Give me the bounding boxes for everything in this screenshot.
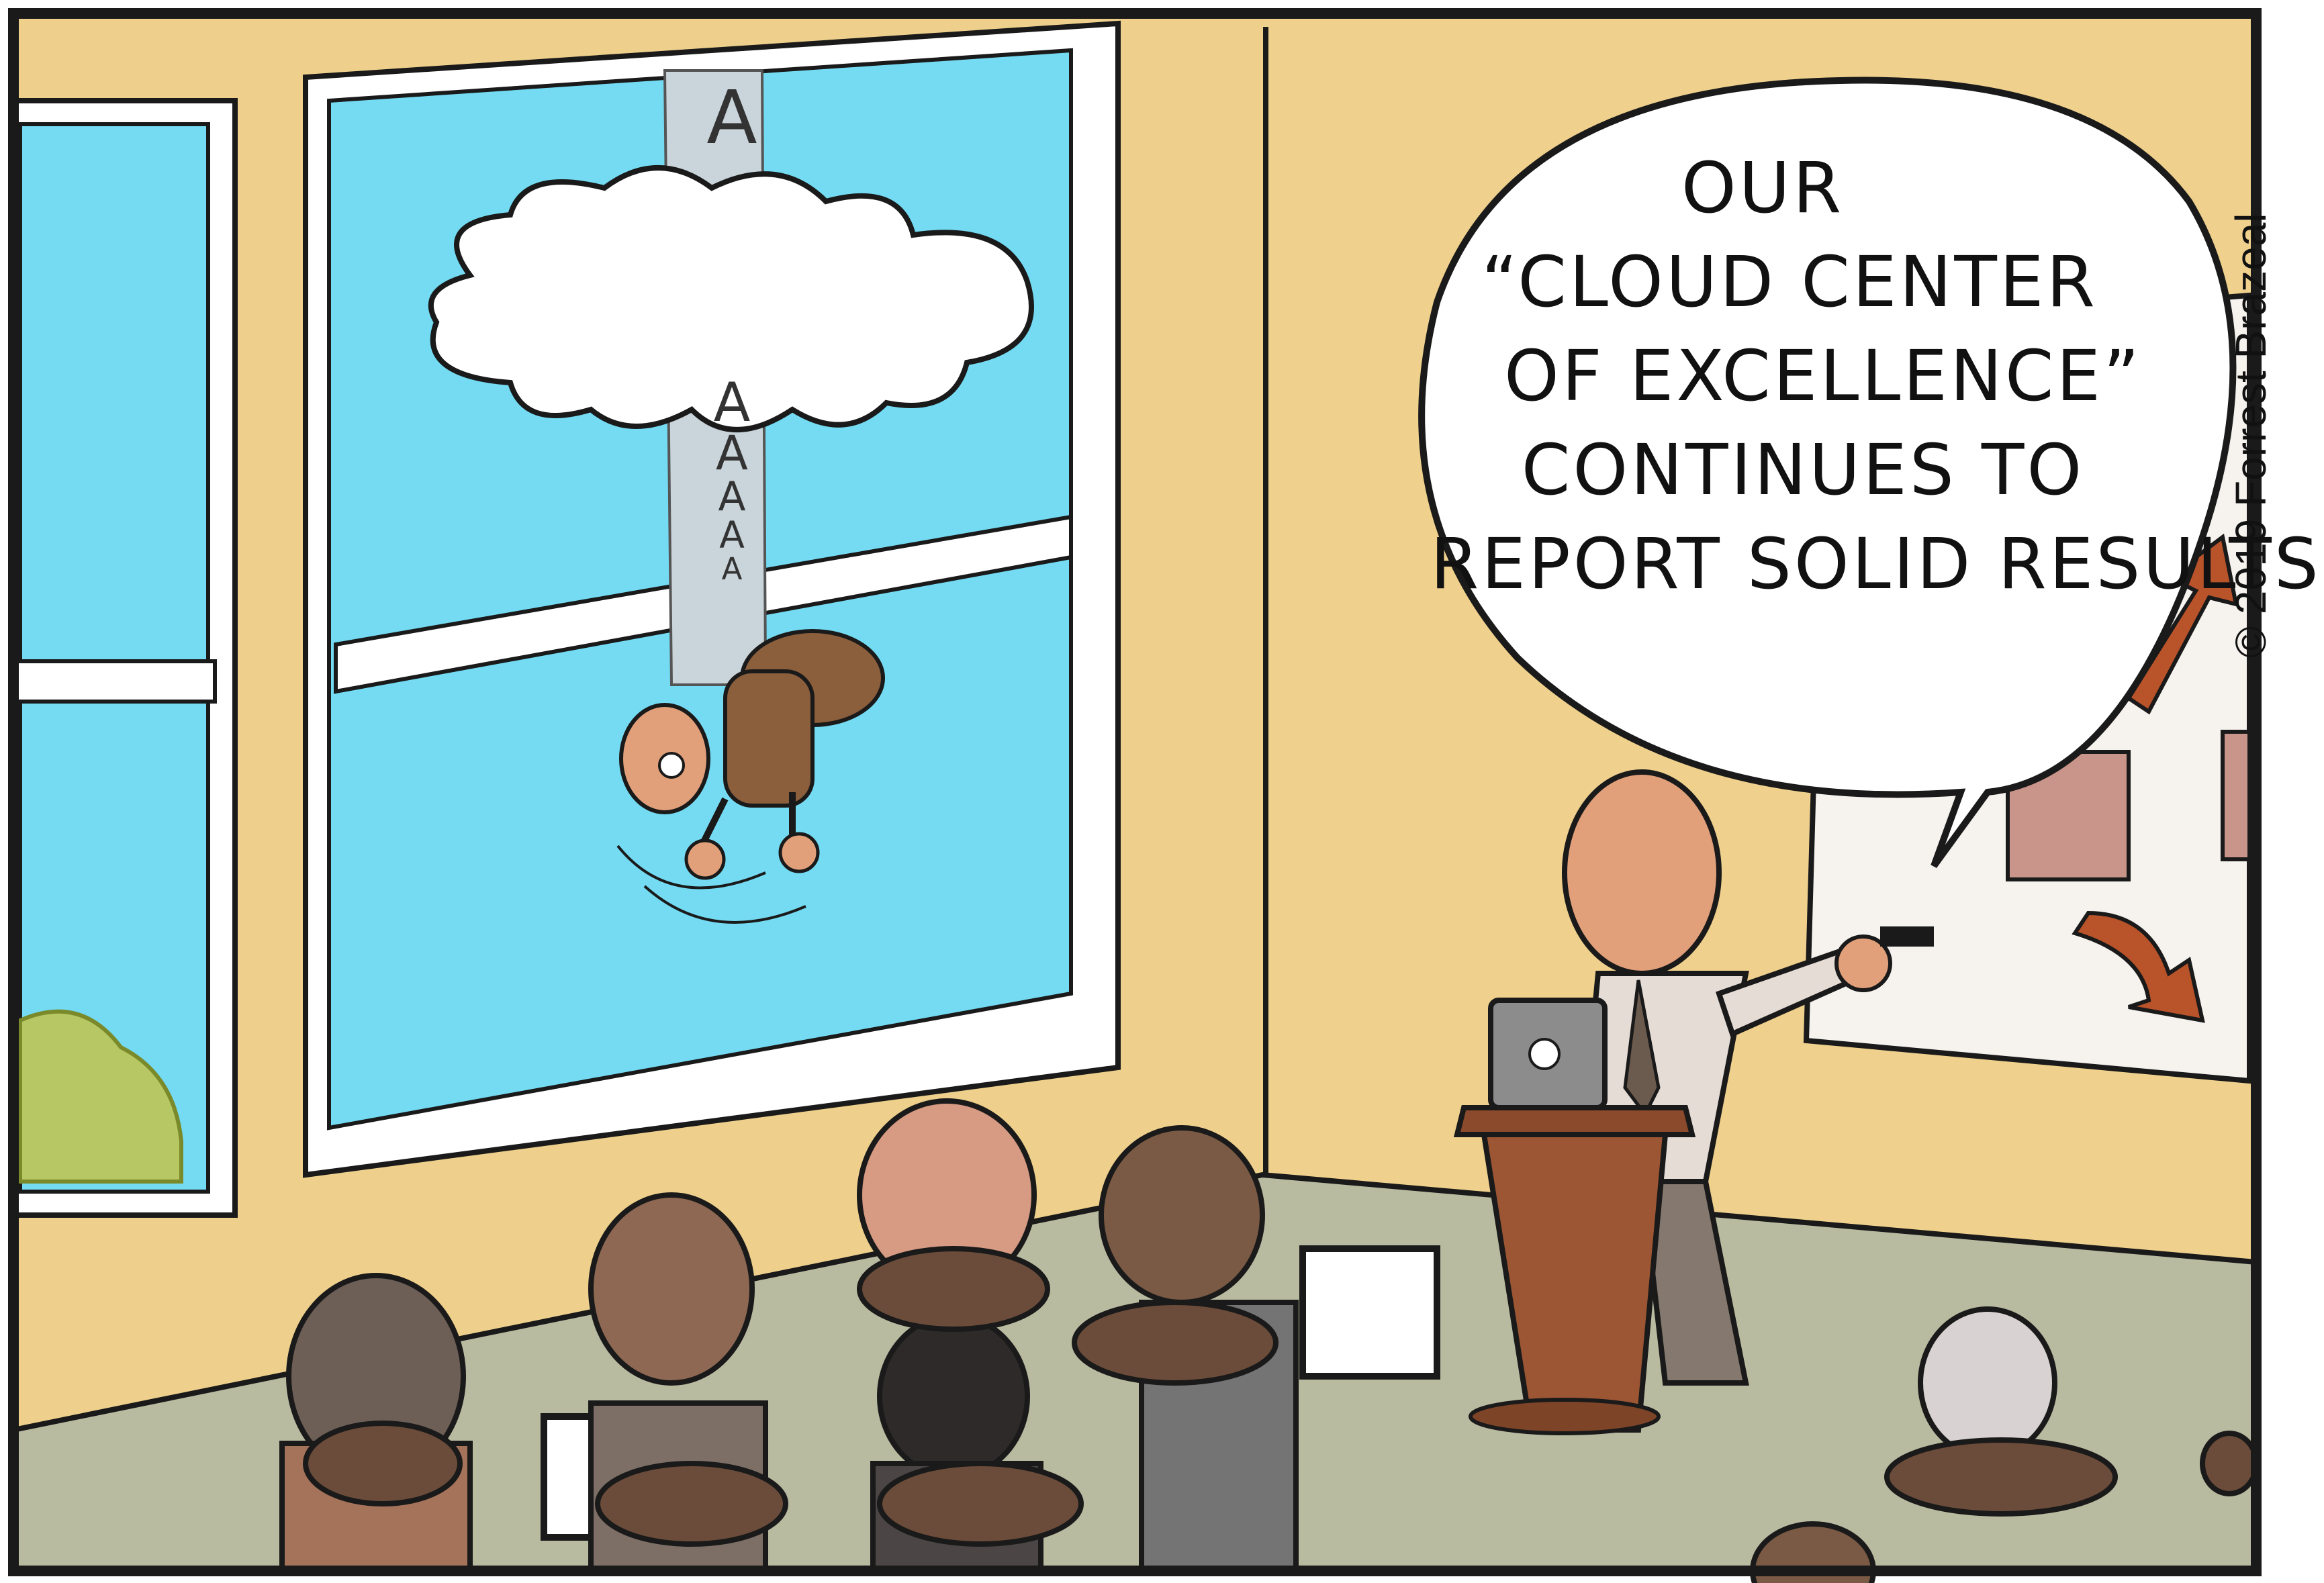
speech-bubble-text: OUR “CLOUD CENTER OF EXCELLENCE” CONTINU…	[1430, 141, 2321, 611]
desk-1	[303, 1421, 463, 1506]
presenter-head	[1562, 769, 1722, 976]
speech-line-3: OF EXCELLENCE”	[1503, 335, 2143, 417]
audience	[279, 1098, 2259, 1583]
chart-block-1	[2006, 750, 2131, 881]
tree-foliage	[18, 1009, 183, 1184]
presenter	[1541, 769, 1934, 1386]
desk-2	[595, 1461, 788, 1547]
scream-letter: A	[706, 75, 757, 160]
desk-3	[857, 1246, 1050, 1332]
podium	[1453, 998, 1696, 1435]
copyright-credit: © 2019 Forrest Brazeal	[2227, 213, 2275, 658]
falling-person	[616, 629, 885, 924]
cloud	[428, 165, 1034, 432]
scream-letter: A	[718, 473, 746, 520]
speech-line-5: REPORT SOLID RESULTS	[1430, 523, 2321, 605]
scream-letter: A	[716, 426, 748, 481]
falling-scream: A A A A A A	[671, 67, 792, 671]
panel-border	[8, 8, 2262, 1576]
desk-7	[2200, 1431, 2259, 1496]
scream-letter: A	[719, 514, 745, 557]
presenter-remote	[1880, 926, 1934, 947]
speech-bubble	[1418, 77, 2237, 868]
scream-letter: A	[713, 371, 751, 434]
arrow-down	[2072, 910, 2205, 1023]
audience-member-5	[1918, 1306, 2057, 1459]
chart-block-2	[2221, 730, 2251, 861]
speech-line-2: “CLOUD CENTER	[1481, 241, 2098, 323]
desk-4	[877, 1461, 1084, 1547]
speech-line-4: CONTINUES TO	[1521, 429, 2085, 511]
scream-letter: A	[721, 551, 743, 587]
main-window	[303, 20, 1121, 1178]
speech-line-1: OUR	[1681, 147, 1845, 229]
left-window	[11, 98, 238, 1218]
desk-6	[1884, 1437, 2118, 1517]
desk-5	[1072, 1300, 1279, 1386]
audience-laptop-2	[1299, 1245, 1440, 1380]
arrow-up	[2125, 533, 2239, 715]
